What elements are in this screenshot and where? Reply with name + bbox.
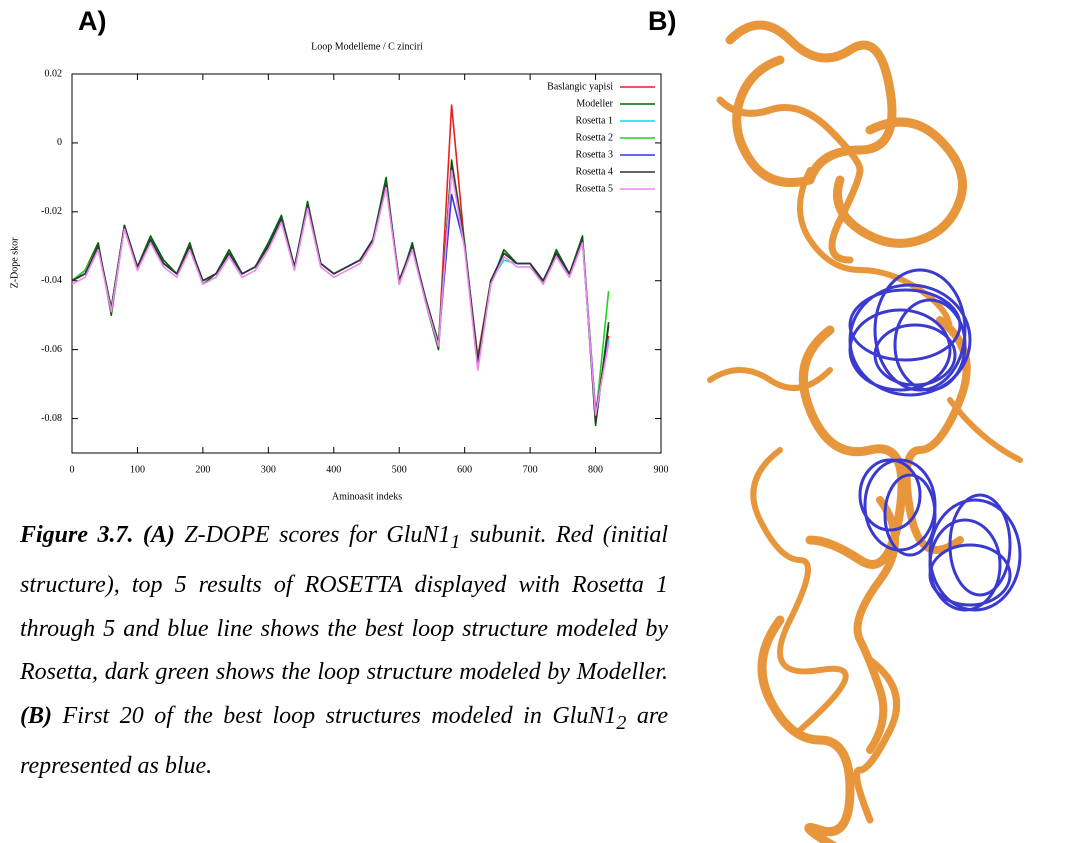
x-axis-label: Aminoasit indeks (332, 491, 402, 502)
y-tick-label: 0.02 (45, 68, 63, 79)
x-tick-label: 400 (326, 464, 341, 475)
series-line (71, 159, 610, 427)
caption-text: subunit. Red (initial structure), top 5 … (20, 522, 669, 686)
x-tick-label: 200 (195, 464, 210, 475)
y-tick-label: -0.02 (41, 206, 62, 217)
x-tick-label: 600 (457, 464, 472, 475)
x-tick-label: 100 (130, 464, 145, 475)
y-tick-label: 0 (57, 137, 62, 148)
series-line (71, 166, 610, 416)
caption-text: Z-DOPE scores for GluN1 (184, 522, 451, 548)
chart-title: Loop Modelleme / C zinciri (311, 41, 423, 52)
series-line (71, 162, 610, 423)
x-tick-label: 300 (261, 464, 276, 475)
legend-label: Baslangic yapisi (547, 81, 613, 92)
caption-label: (B) (20, 702, 52, 729)
caption-text: are represented as blue. (20, 702, 668, 780)
figure-caption: Figure 3.7. (A) Z-DOPE scores for GluN11… (20, 514, 668, 789)
series-line (71, 183, 610, 413)
protein-backbone (707, 20, 1023, 843)
legend-label: Modeller (576, 98, 613, 109)
y-tick-label: -0.04 (41, 275, 62, 286)
x-tick-label: 500 (392, 464, 407, 475)
legend-label: Rosetta 5 (576, 183, 614, 194)
protein-structure (707, 20, 1023, 843)
legend-label: Rosetta 2 (576, 132, 614, 143)
panel-label: A) (78, 6, 107, 36)
legend-label: Rosetta 1 (576, 115, 614, 126)
chart: Loop Modelleme / C zinciri Aminoasit ind… (9, 41, 669, 502)
series-line (71, 162, 610, 420)
series-line (71, 169, 610, 416)
panel-label: B) (648, 6, 677, 36)
loop-ensemble (848, 268, 1022, 612)
caption-label: (A) (142, 522, 175, 548)
x-tick-label: 0 (70, 464, 75, 475)
y-tick-label: -0.08 (41, 413, 62, 424)
legend-label: Rosetta 4 (576, 166, 614, 177)
x-tick-label: 700 (523, 464, 538, 475)
legend-label: Rosetta 3 (576, 149, 614, 160)
x-tick-label: 900 (654, 464, 669, 475)
caption-subscript: 1 (450, 530, 461, 553)
y-tick-label: -0.06 (41, 344, 62, 355)
series-line (71, 104, 610, 413)
x-tick-label: 800 (588, 464, 603, 475)
caption-label: Figure 3.7. (20, 522, 134, 548)
caption-subscript: 2 (616, 711, 627, 734)
y-axis-label: Z-Dope skor (9, 237, 20, 288)
plot-frame (71, 73, 662, 454)
caption-text: First 20 of the best loop structures mod… (62, 702, 617, 729)
